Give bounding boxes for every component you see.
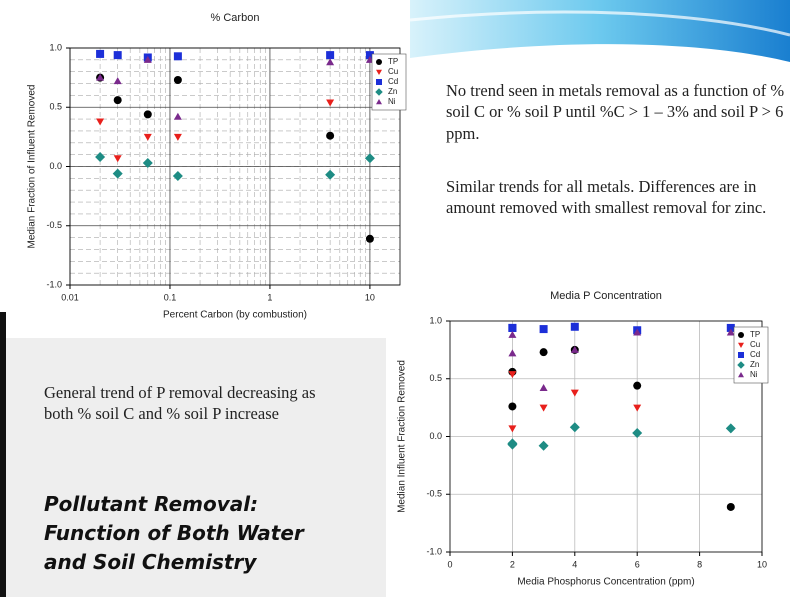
marker <box>540 348 548 356</box>
y-tick-label: -0.5 <box>46 220 62 230</box>
marker <box>114 51 122 59</box>
marker <box>376 79 382 85</box>
legend-label: Zn <box>750 360 759 369</box>
marker <box>174 76 182 84</box>
legend-label: TP <box>750 330 760 339</box>
y-tick-label: 0.0 <box>49 161 62 171</box>
marker <box>144 110 152 118</box>
marker <box>508 402 516 410</box>
x-tick-label: 1 <box>267 292 272 302</box>
marker <box>326 132 334 140</box>
y-tick-label: 0.0 <box>429 431 442 441</box>
legend-label: Ni <box>750 370 758 379</box>
y-tick-label: -0.5 <box>426 489 442 499</box>
swoosh <box>410 0 790 62</box>
marker <box>738 332 744 338</box>
marker <box>326 51 334 59</box>
marker <box>96 50 104 58</box>
x-tick-label: 0.01 <box>61 292 79 302</box>
marker <box>540 325 548 333</box>
legend-label: Ni <box>388 97 396 106</box>
marker <box>508 324 516 332</box>
y-tick-label: 1.0 <box>429 315 442 325</box>
x-tick-label: 4 <box>572 559 577 569</box>
y-tick-label: -1.0 <box>426 546 442 556</box>
p-text: General trend of P removal decreasing as… <box>44 382 344 425</box>
heading: Pollutant Removal: Function of Both Wate… <box>44 490 319 577</box>
chart-title: % Carbon <box>211 12 260 24</box>
slide-edge <box>0 312 6 597</box>
chart-title: Media P Concentration <box>550 290 662 302</box>
marker <box>571 323 579 331</box>
marker <box>174 52 182 60</box>
marker <box>633 382 641 390</box>
y-tick-label: 1.0 <box>49 42 62 52</box>
y-tick-label: 0.5 <box>429 373 442 383</box>
x-tick-label: 6 <box>635 559 640 569</box>
y-tick-label: 0.5 <box>49 102 62 112</box>
x-tick-label: 0 <box>447 559 452 569</box>
x-tick-label: 0.1 <box>164 292 177 302</box>
x-tick-label: 2 <box>510 559 515 569</box>
marker <box>727 503 735 511</box>
legend-label: Cd <box>388 77 398 86</box>
legend-label: TP <box>388 57 398 66</box>
legend-label: Cu <box>388 67 398 76</box>
y-axis-label: Median Fraction of Influent Removed <box>27 85 38 249</box>
x-axis-label: Percent Carbon (by combustion) <box>163 310 307 321</box>
marker <box>376 59 382 65</box>
trend-text: No trend seen in metals removal as a fun… <box>446 80 790 144</box>
legend-label: Zn <box>388 87 397 96</box>
x-tick-label: 10 <box>365 292 375 302</box>
legend-label: Cu <box>750 340 760 349</box>
y-axis-label: Median Influent Fraction Removed <box>397 360 408 513</box>
marker <box>738 352 744 358</box>
marker <box>366 235 374 243</box>
x-tick-label: 10 <box>757 559 767 569</box>
y-tick-label: -1.0 <box>46 279 62 289</box>
marker <box>114 96 122 104</box>
x-axis-label: Media Phosphorus Concentration (ppm) <box>517 577 694 588</box>
slide: {"chart_data": [ {"type": "scatter", "ti… <box>0 0 790 597</box>
x-tick-label: 8 <box>697 559 702 569</box>
legend-label: Cd <box>750 350 760 359</box>
similar-text: Similar trends for all metals. Differenc… <box>446 176 776 219</box>
